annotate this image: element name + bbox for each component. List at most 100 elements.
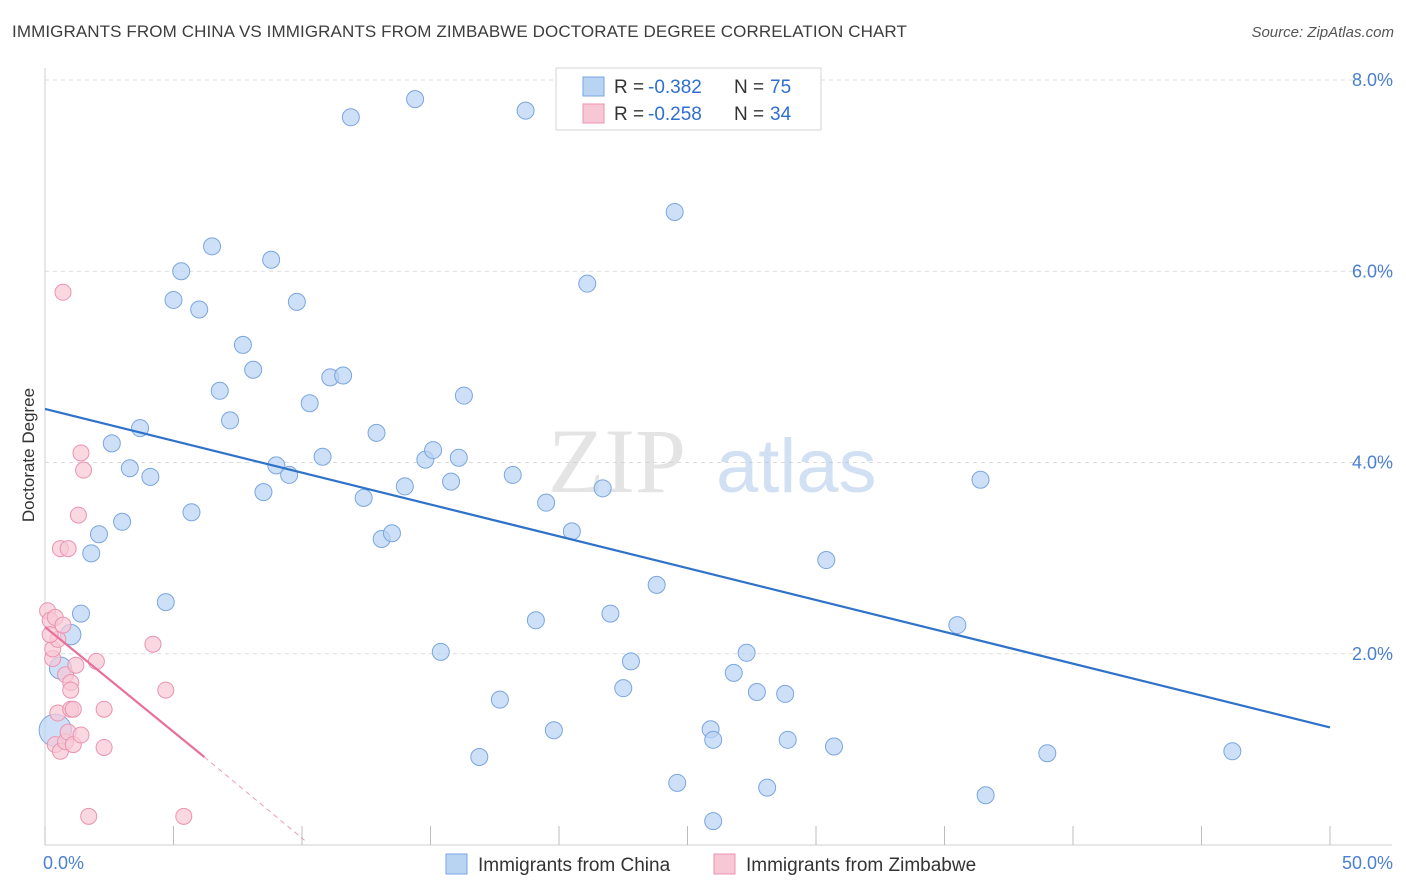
china-point-21	[254, 483, 273, 502]
legend-swatch-china	[582, 76, 605, 97]
zimbabwe-point-33	[41, 626, 59, 644]
legend-n-value-zimbabwe: 34	[770, 104, 792, 125]
china-point-55	[621, 652, 640, 671]
zimbabwe-point-27	[87, 652, 105, 670]
china-point-41	[449, 448, 468, 467]
china-point-42	[454, 386, 473, 405]
china-point-40	[442, 472, 461, 491]
china-point-15	[190, 300, 209, 319]
y-tick-label-3: 8.0%	[1352, 70, 1393, 90]
china-point-56	[647, 575, 666, 594]
china-point-53	[601, 604, 620, 623]
legend-n-value-china: 75	[770, 77, 791, 98]
watermark-atlas: atlas	[716, 424, 877, 509]
china-point-12	[164, 290, 183, 309]
china-point-22	[262, 250, 281, 269]
china-point-64	[747, 683, 766, 701]
zimbabwe-point-26	[80, 807, 98, 825]
china-point-6	[102, 434, 121, 453]
legend-r-label-zimbabwe: R =	[614, 104, 644, 125]
china-point-26	[300, 394, 319, 413]
zimbabwe-point-20	[64, 700, 82, 718]
china-point-65	[758, 778, 777, 797]
trend-lines	[44, 407, 1331, 841]
legend-n-label-china: N =	[734, 77, 764, 98]
china-point-75	[1223, 742, 1242, 761]
china-point-5	[89, 525, 108, 544]
zimbabwe-point-31	[157, 681, 175, 699]
china-point-4	[82, 544, 101, 563]
china-point-71	[948, 616, 967, 635]
china-point-13	[172, 262, 191, 281]
china-point-66	[776, 684, 795, 703]
legend-box: R = -0.382 N = 75 R = -0.258 N = 34	[555, 67, 822, 131]
china-point-46	[516, 101, 535, 120]
china-point-27	[313, 447, 332, 466]
china-point-72	[971, 470, 990, 489]
china-point-44	[490, 690, 509, 709]
china-point-7	[113, 512, 132, 531]
china-point-52	[593, 479, 612, 498]
china-point-14	[182, 503, 201, 522]
china-point-58	[668, 773, 687, 792]
china-point-54	[614, 679, 633, 698]
bottom-legend-swatch-china	[445, 853, 468, 875]
source-label: Source: ZipAtlas.com	[1251, 24, 1394, 41]
zimbabwe-point-22	[69, 506, 87, 524]
y-tick-label-1: 4.0%	[1352, 453, 1393, 473]
legend-r-value-zimbabwe: -0.258	[648, 104, 702, 125]
bottom-legend-label-zimbabwe: Immigrants from Zimbabwe	[746, 855, 976, 876]
china-point-48	[537, 493, 556, 512]
zimbabwe-trend-extension	[204, 756, 305, 841]
china-point-45	[503, 465, 522, 484]
x-tick-label-0: 0.0%	[43, 853, 84, 873]
china-point-36	[406, 90, 425, 109]
china-point-29	[334, 366, 353, 385]
china-point-49	[544, 721, 563, 740]
china-point-51	[578, 274, 597, 293]
legend-r-value-china: -0.382	[648, 77, 702, 98]
china-point-35	[395, 477, 414, 496]
zimbabwe-point-18	[62, 681, 80, 699]
china-point-43	[470, 748, 489, 767]
china-trend-line	[44, 407, 1331, 729]
legend-r-label-china: R =	[614, 77, 644, 98]
china-point-70	[824, 737, 843, 756]
china-point-18	[221, 411, 240, 430]
zimbabwe-trend-line	[44, 626, 206, 758]
china-point-17	[210, 381, 229, 400]
china-point-39	[431, 642, 450, 661]
china-point-57	[665, 202, 684, 221]
zimbabwe-point-28	[95, 738, 113, 756]
y-tick-label-0: 2.0%	[1352, 644, 1393, 664]
china-point-69	[817, 551, 836, 570]
china-point-73	[976, 786, 995, 805]
china-point-30	[341, 108, 360, 127]
china-point-11	[156, 593, 175, 612]
zimbabwe-point-14	[59, 540, 77, 558]
china-point-74	[1038, 744, 1057, 763]
axes	[44, 68, 1392, 846]
china-point-10	[141, 467, 160, 486]
china-point-47	[526, 611, 545, 630]
y-tick-labels: 2.0% 4.0% 6.0% 8.0%	[1352, 70, 1393, 664]
legend-n-label-zimbabwe: N =	[734, 104, 764, 125]
zimbabwe-point-11	[54, 616, 72, 634]
china-point-61	[704, 730, 723, 749]
zimbabwe-point-10	[54, 283, 72, 301]
china-point-20	[244, 360, 263, 379]
zimbabwe-point-24	[72, 444, 90, 462]
china-point-16	[203, 237, 222, 256]
china-point-60	[704, 812, 723, 831]
watermark-zip: ZIP	[548, 410, 686, 512]
china-point-38	[424, 441, 443, 460]
zimbabwe-point-23	[72, 726, 90, 744]
chart-title: IMMIGRANTS FROM CHINA VS IMMIGRANTS FROM…	[12, 22, 907, 41]
china-point-3	[71, 604, 90, 623]
bottom-legend: Immigrants from China Immigrants from Zi…	[445, 853, 976, 876]
china-point-32	[367, 423, 386, 442]
china-point-62	[724, 663, 743, 682]
y-axis-title: Doctorate Degree	[19, 388, 38, 522]
bottom-legend-swatch-zimbabwe	[713, 853, 736, 875]
